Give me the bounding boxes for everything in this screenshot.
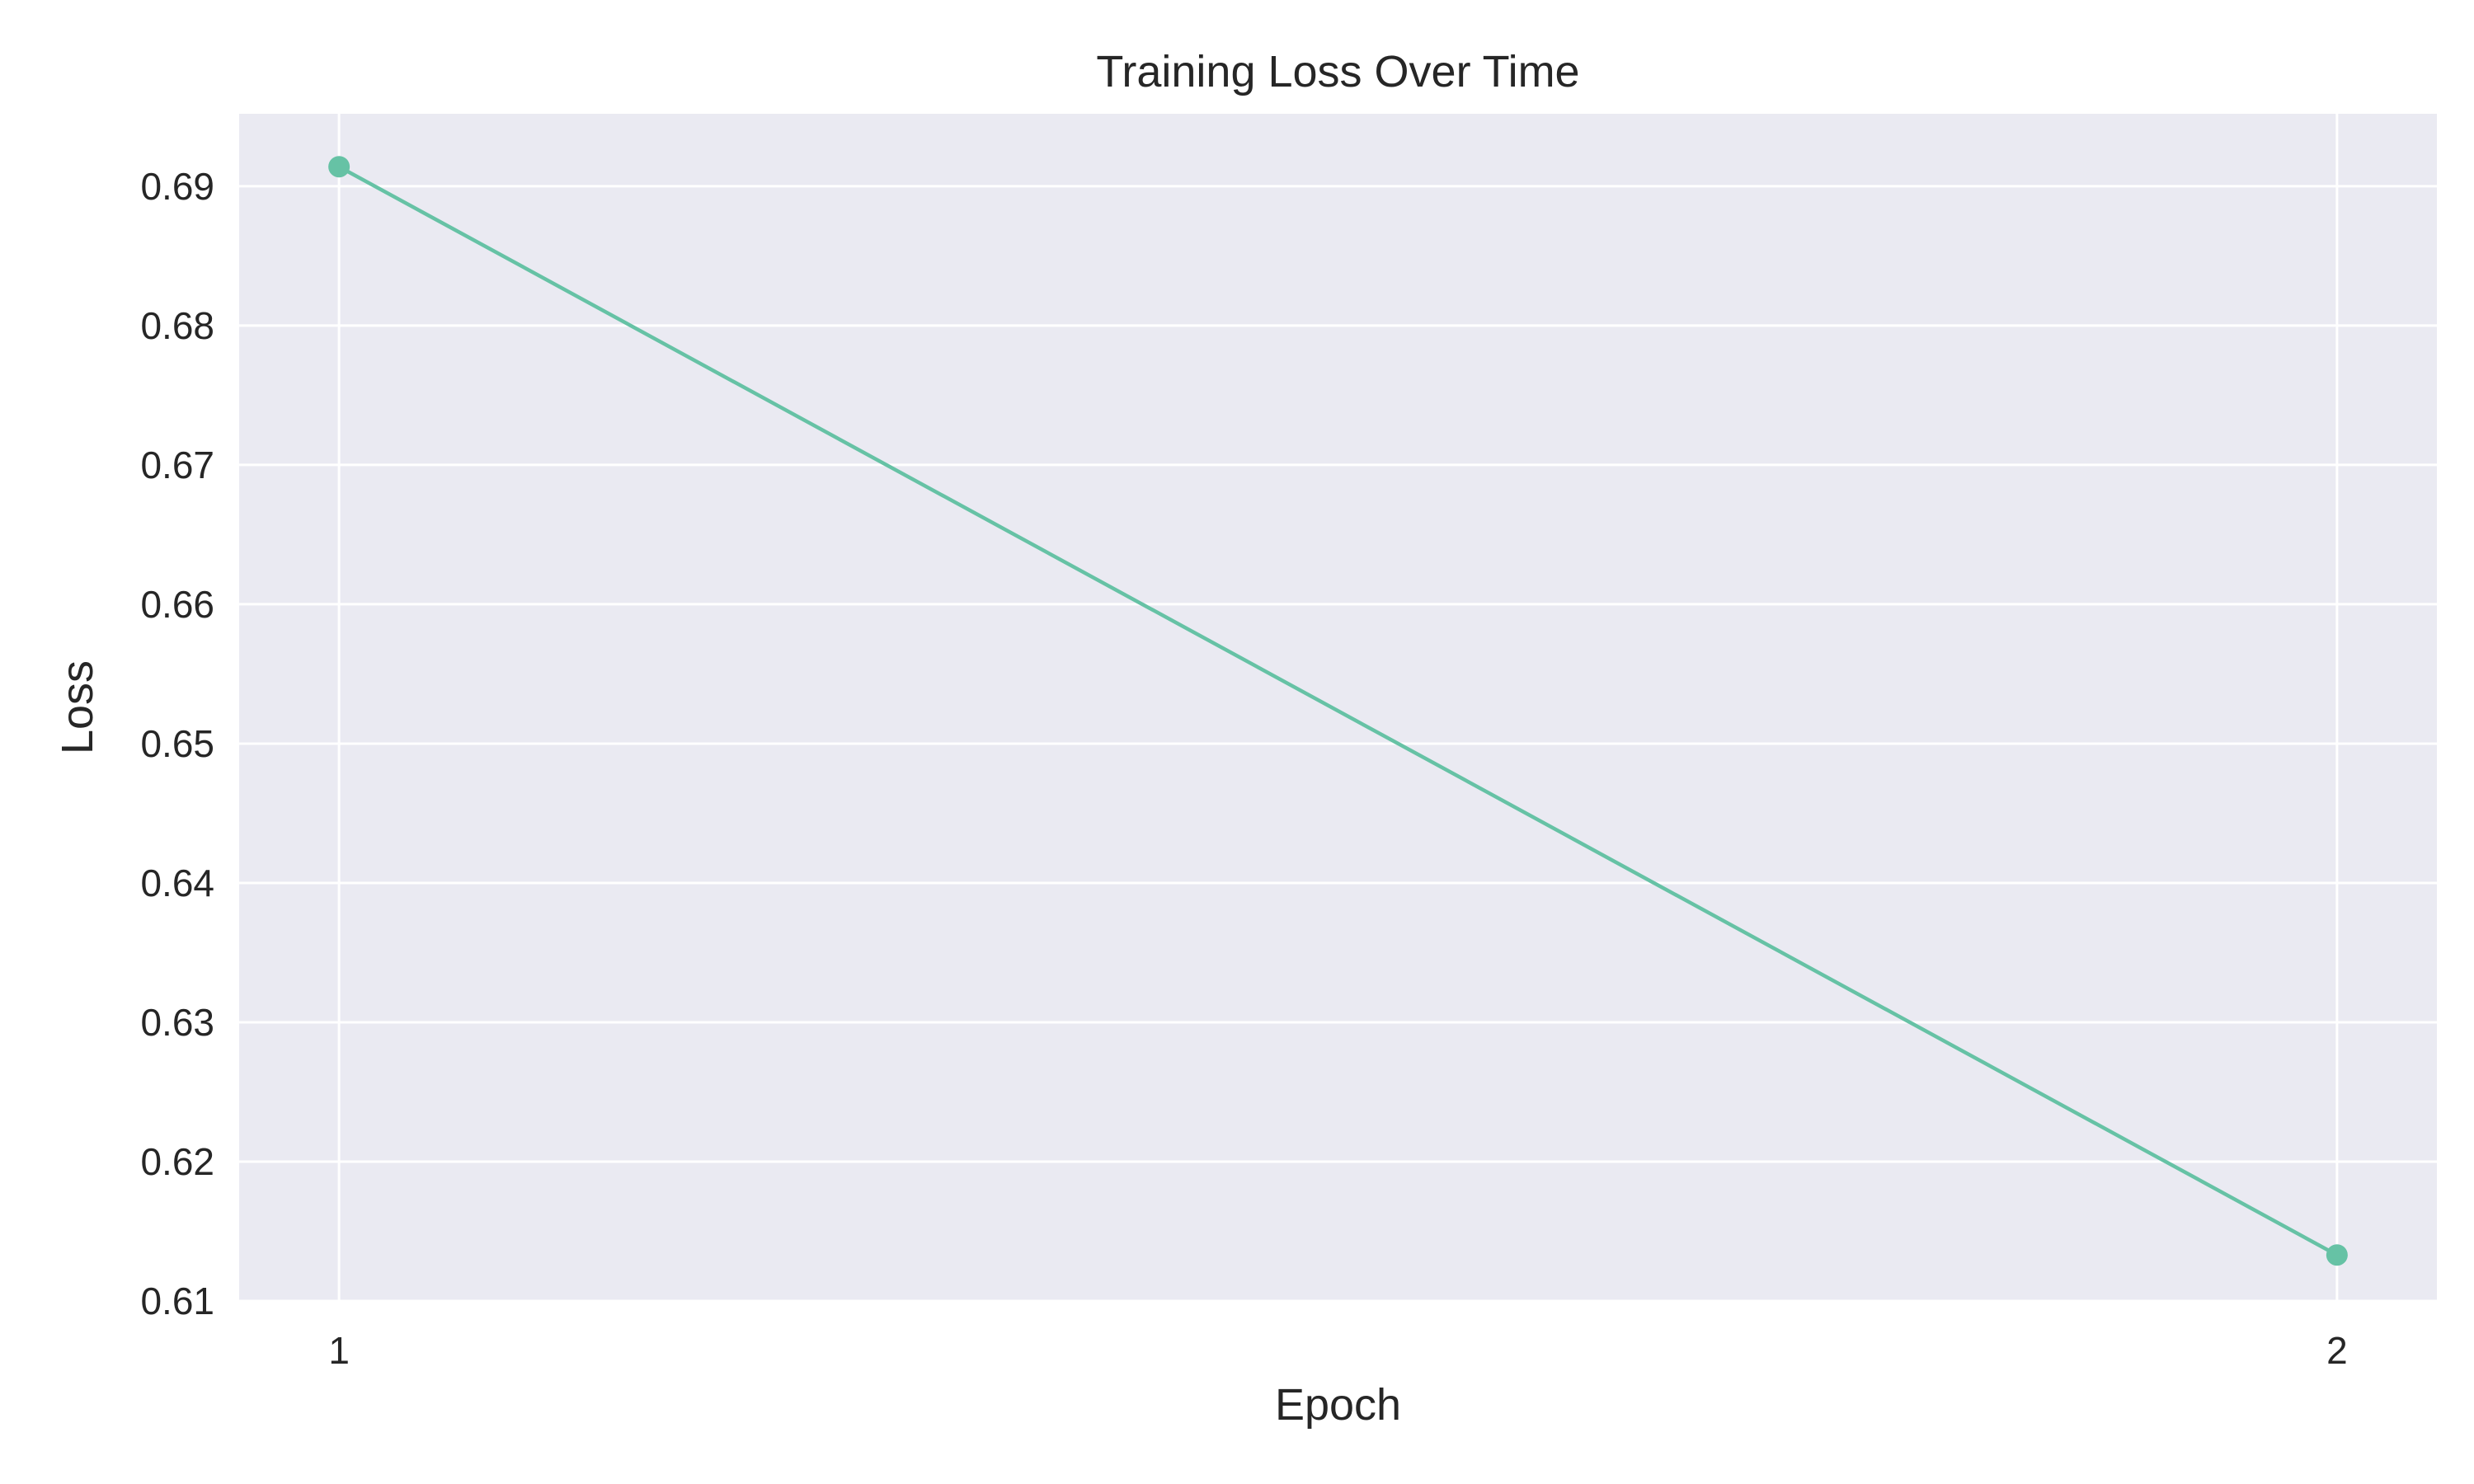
chart-title: Training Loss Over Time: [1096, 47, 1579, 96]
data-point: [2326, 1244, 2348, 1266]
y-tick-label: 0.68: [140, 304, 214, 347]
y-tick-label: 0.69: [140, 165, 214, 208]
series-line: [336, 164, 2340, 1257]
x-axis-label: Epoch: [1275, 1380, 1401, 1430]
series-layer: [328, 156, 2348, 1266]
y-tick-label: 0.66: [140, 583, 214, 626]
y-tick-label: 0.62: [140, 1140, 214, 1183]
y-tick-label: 0.67: [140, 444, 214, 486]
gridlines: [239, 114, 2437, 1303]
x-tick-label: 2: [2326, 1329, 2348, 1372]
data-point: [328, 156, 350, 178]
y-tick-label: 0.64: [140, 862, 214, 904]
y-axis-label: Loss: [53, 660, 102, 754]
tick-labels: 0.61 0.62 0.63 0.64 0.65 0.66 0.67 0.68 0.69 1 2: [140, 165, 2347, 1372]
x-tick-label: 1: [328, 1329, 350, 1372]
y-tick-label: 0.65: [140, 722, 214, 765]
y-tick-label: 0.63: [140, 1001, 214, 1044]
y-tick-label: 0.61: [140, 1280, 214, 1322]
